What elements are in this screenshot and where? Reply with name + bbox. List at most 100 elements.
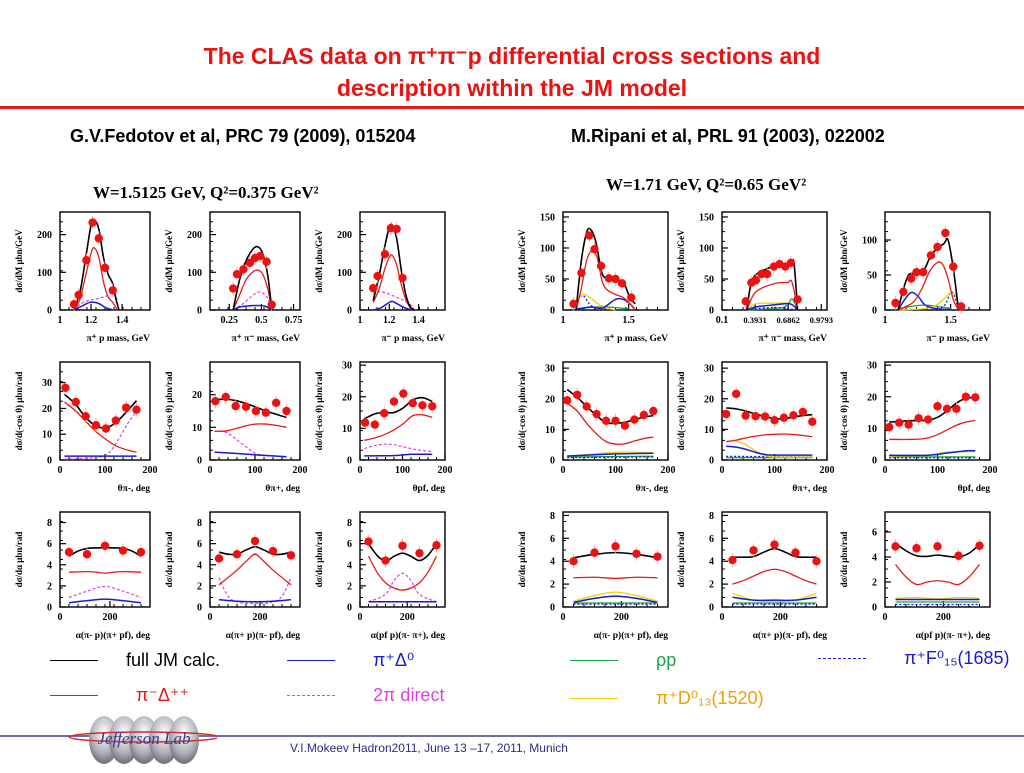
panel-18-x-tick-label: 200	[936, 612, 951, 623]
panel-15-data-point	[885, 422, 894, 432]
panel-7-data-point	[100, 541, 110, 550]
panel-14-data-point	[760, 412, 770, 421]
panel-14-curve-D13	[726, 440, 813, 458]
panel-14-data-point	[741, 411, 750, 420]
legend-label: full JM calc.	[126, 650, 221, 670]
panel-16-y-tick-label: 2	[550, 580, 555, 591]
panel-15-x-tick-label: 200	[983, 465, 998, 476]
panel-13-x-tick-label: 200	[661, 465, 676, 476]
panel-15-y-tick-label: 0	[872, 456, 877, 467]
panel-11-data-point	[741, 297, 750, 306]
panel-5-data-point	[241, 402, 251, 411]
panel-3-x-tick-label: 1.4	[412, 315, 425, 326]
panel-9-y-axis-label: dσ/dα μbn/rad	[314, 532, 324, 588]
panel-16-data-point	[611, 542, 620, 551]
panel-18-y-tick-label: 0	[872, 603, 877, 614]
panel-12-data-point	[949, 262, 958, 271]
panel-10-y-tick-label: 0	[550, 306, 555, 317]
panel-15-data-point	[923, 415, 933, 424]
reference-left: G.V.Fedotov et al, PRC 79 (2009), 015204	[70, 126, 416, 146]
legend-label: π⁺D⁰₁₃(1520)	[656, 688, 764, 708]
legend-item: π⁺F⁰₁₅(1685)	[818, 648, 1010, 669]
panel-10-data-point	[590, 245, 599, 254]
panel-9-frame	[359, 511, 446, 608]
panel-3-data-point	[373, 271, 382, 281]
footer-divider	[0, 735, 1024, 737]
panel-2-y-axis-label: dσ/dM μbn/GeV	[164, 229, 174, 293]
panel-17-y-tick-label: 4	[709, 557, 714, 568]
panel-2-curve-pipD0	[232, 304, 273, 311]
panel-12-x-tick-label: 1.5	[944, 315, 957, 326]
panel-12-data-point	[933, 242, 942, 252]
panel-16-x-tick-label: 200	[614, 612, 629, 623]
panel-14-frame	[721, 361, 828, 461]
panel-3-curve-pimDpp	[372, 254, 415, 311]
panel-16-data-point	[590, 548, 599, 557]
panel-17-curve-D13	[732, 592, 817, 602]
panel-18-frame	[884, 511, 991, 608]
panel-13-y-tick-label: 0	[550, 456, 555, 467]
panel-8-x-axis-label: α(π+ p)(π- pf), deg	[226, 630, 301, 641]
panel-16-data-point	[569, 557, 578, 566]
reference-right: M.Ripani et al, PRL 91 (2003), 022002	[571, 126, 885, 146]
panel-17-curve-pipD0	[732, 596, 817, 602]
panel-10-curve-F15	[572, 295, 598, 311]
panel-11-x-tick-label: 0.6862	[776, 315, 799, 325]
panel-18-curve-full	[895, 542, 981, 558]
panel-3-data-point	[392, 224, 401, 234]
title-divider	[0, 106, 1024, 109]
panel-1-x-axis-label: π⁺ p mass, GeV	[86, 334, 150, 344]
panel-8-y-tick-label: 4	[197, 560, 202, 571]
panel-10-frame	[562, 211, 669, 311]
panel-8-y-tick-label: 0	[197, 603, 202, 614]
panel-12-data-point	[912, 268, 921, 277]
legend-label: ρp	[656, 650, 677, 670]
panel-5-data-point	[231, 401, 240, 411]
panel-13-curve-pipD0	[567, 452, 654, 457]
jefferson-lab-logo: Jefferson Lab	[67, 712, 220, 773]
panel-11-curve-F15	[746, 306, 798, 311]
panel-15-y-tick-label: 20	[867, 392, 877, 403]
slide-title-line2: description within the JM model	[336, 75, 688, 101]
panel-16-curve-pipD0	[573, 595, 658, 604]
legend-line-swatch	[287, 695, 335, 696]
panel-14-y-tick-label: 0	[709, 456, 714, 467]
panel-15-y-tick-label: 30	[867, 361, 877, 372]
logo-rings-icon	[89, 716, 199, 764]
panel-15-x-tick-label: 0	[883, 465, 888, 476]
panel-2-curve-full	[232, 245, 273, 311]
panel-10-x-tick-label: 1	[561, 315, 566, 326]
panel-10-data-point	[596, 261, 606, 271]
panel-14-data-point	[731, 389, 741, 399]
panel-17-data-point	[728, 555, 737, 565]
panel-8-y-tick-label: 2	[197, 581, 202, 592]
panel-14-y-axis-label: dσ/d(-cos θ) μbn/rad	[676, 372, 686, 451]
panel-14-x-tick-label: 200	[820, 465, 835, 476]
panel-1-curve-pipD0	[73, 301, 115, 311]
panel-11-x-tick-label: 0.9793	[810, 315, 833, 325]
panel-9-x-tick-label: 200	[400, 612, 415, 623]
panel-16-x-tick-label: 0	[561, 612, 566, 623]
panel-12-frame	[884, 211, 991, 311]
panel-2-x-tick-label: 0.5	[255, 315, 268, 326]
panel-8-x-tick-label: 200	[253, 612, 268, 623]
panel-5-x-tick-label: 100	[248, 465, 263, 476]
panel-2-data-point	[262, 257, 271, 266]
panel-13-data-point	[563, 396, 572, 405]
panel-5-x-tick-label: 200	[293, 465, 308, 476]
panel-9-data-point	[398, 541, 407, 550]
legend-line-swatch	[570, 660, 618, 661]
panel-16-curve-pimDpp	[573, 576, 658, 580]
panel-8-curve-direct	[218, 577, 292, 605]
panel-17-data-point	[749, 546, 758, 555]
panel-13-data-point	[601, 416, 611, 425]
panel-13-data-point	[611, 416, 620, 425]
panel-10-data-point	[617, 279, 627, 288]
panel-10-data-point	[577, 268, 586, 277]
slide-title-line1: The CLAS data on π⁺π⁻p differential cros…	[203, 43, 821, 69]
panel-11-data-point	[762, 269, 772, 279]
panel-9-y-tick-label: 4	[347, 560, 352, 571]
panel-12-data-point	[956, 302, 966, 311]
panel-15-data-point	[894, 418, 904, 427]
panel-18-y-tick-label: 2	[872, 578, 877, 589]
